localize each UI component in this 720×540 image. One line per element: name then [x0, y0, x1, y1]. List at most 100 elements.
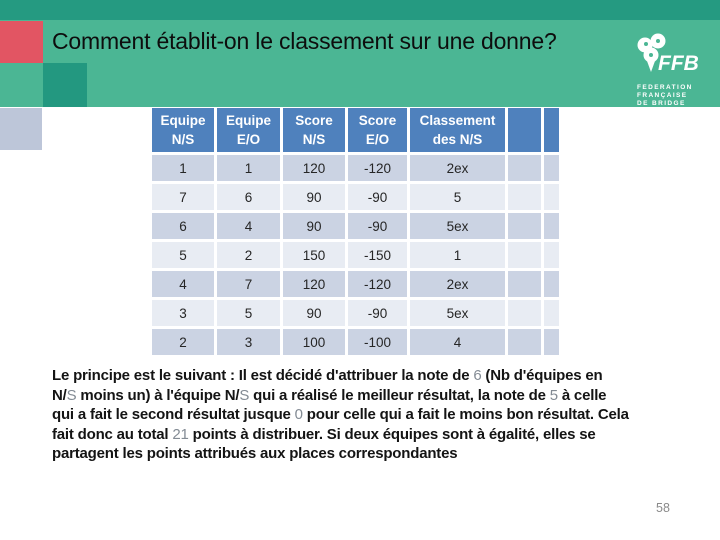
- title-band: Comment établit-on le classement sur une…: [0, 20, 720, 107]
- table-cell: 90: [283, 300, 345, 326]
- table-cell: 4: [217, 213, 280, 239]
- paragraph-segment: 0: [294, 406, 303, 423]
- ffb-logo-subtext: FEDERATION FRANÇAISE DE BRIDGE: [630, 84, 704, 108]
- table-cell: 3: [217, 329, 280, 355]
- table-cell: 4: [152, 271, 214, 297]
- score-table-body: 1 1 120 -120 2ex 7 6 90 -90 5 6 4 90 -90 5ex 5 2 150 -150 1…: [152, 155, 559, 355]
- table-cell: 1: [217, 155, 280, 181]
- paragraph-segment: à celle: [557, 386, 607, 404]
- paragraph-segment: moins un) à l'équipe N/: [76, 386, 240, 404]
- column-header: Score E/O: [348, 108, 407, 152]
- ffb-logo: FFB FEDERATION FRANÇAISE DE BRIDGE: [630, 32, 704, 108]
- table-row: 3 5 90 -90 5ex: [152, 300, 559, 326]
- table-cell: 5: [217, 300, 280, 326]
- table-row: 4 7 120 -120 2ex: [152, 271, 559, 297]
- ffb-subline: DE BRIDGE: [637, 100, 686, 107]
- table-cell: 5: [410, 184, 505, 210]
- table-cell: 7: [152, 184, 214, 210]
- table-cell: 6: [217, 184, 280, 210]
- table-cell: 120: [283, 271, 345, 297]
- table-cell: 3: [152, 300, 214, 326]
- top-bar: [0, 0, 720, 20]
- table-cell: [508, 213, 541, 239]
- table-cell: 5ex: [410, 213, 505, 239]
- paragraph-segment: S: [66, 386, 77, 404]
- paragraph-segment: (Nb d'équipes en: [481, 367, 603, 384]
- paragraph-segment: S: [239, 386, 250, 404]
- table-cell: 90: [283, 213, 345, 239]
- table-cell: [544, 184, 559, 210]
- table-cell: 2: [152, 329, 214, 355]
- table-cell: [544, 155, 559, 181]
- table-cell: 120: [283, 155, 345, 181]
- table-row: 1 1 120 -120 2ex: [152, 155, 559, 181]
- table-header-row: Equipe N/S Equipe E/O Score N/S Score E/O Classe…: [152, 108, 559, 152]
- table-cell: 100: [283, 329, 345, 355]
- table-cell: [544, 271, 559, 297]
- table-cell: [508, 242, 541, 268]
- paragraph-segment: points à distribuer. Si deux équipes son…: [188, 425, 596, 443]
- decor-dark-green-square: [43, 63, 87, 107]
- column-header: [508, 108, 541, 152]
- table-cell: 90: [283, 184, 345, 210]
- table-cell: [508, 300, 541, 326]
- paragraph-segment: pour celle qui a fait le moins bon résul…: [302, 406, 629, 423]
- decor-red-square: [0, 21, 43, 63]
- column-header: [544, 108, 559, 152]
- table-cell: [508, 271, 541, 297]
- column-header: Equipe E/O: [217, 108, 280, 152]
- table-cell: -100: [348, 329, 407, 355]
- table-cell: [508, 184, 541, 210]
- table-row: 7 6 90 -90 5: [152, 184, 559, 210]
- paragraph-segment: fait donc au total: [52, 425, 173, 443]
- column-header: Equipe N/S: [152, 108, 214, 152]
- table-cell: 6: [152, 213, 214, 239]
- table-cell: 7: [217, 271, 280, 297]
- table-cell: 1: [152, 155, 214, 181]
- paragraph-segment: 6: [473, 367, 482, 384]
- table-cell: -90: [348, 213, 407, 239]
- table-cell: [544, 300, 559, 326]
- ffb-logo-wordmark: FFB: [658, 52, 699, 75]
- paragraph-segment: qui a fait le second résultat jusque: [52, 406, 295, 423]
- ffb-subline: FEDERATION: [637, 84, 693, 91]
- table-cell: 2ex: [410, 271, 505, 297]
- score-table-header: Equipe N/S Equipe E/O Score N/S Score E/O Classe…: [152, 108, 559, 152]
- paragraph-segment: qui a réalisé le meilleur résultat, la n…: [249, 386, 550, 404]
- table-cell: 1: [410, 242, 505, 268]
- score-table: Equipe N/S Equipe E/O Score N/S Score E/O Classe…: [149, 105, 562, 358]
- paragraph-segment: 21: [172, 425, 189, 443]
- table-cell: -120: [348, 271, 407, 297]
- table-cell: 5: [152, 242, 214, 268]
- table-cell: 2ex: [410, 155, 505, 181]
- table-cell: 2: [217, 242, 280, 268]
- table-cell: [508, 329, 541, 355]
- table-cell: [508, 155, 541, 181]
- table-cell: 150: [283, 242, 345, 268]
- table-cell: -90: [348, 300, 407, 326]
- explanation-paragraph: Le principe est le suivant : Il est déci…: [52, 366, 674, 464]
- table-cell: [544, 329, 559, 355]
- paragraph-segment: 5: [549, 386, 558, 404]
- paragraph-segment: N/: [52, 386, 67, 404]
- paragraph-segment: partagent les points attribués aux place…: [52, 445, 458, 462]
- table-cell: -90: [348, 184, 407, 210]
- paragraph-segment: Le principe est le suivant : Il est déci…: [52, 367, 474, 384]
- table-row: 6 4 90 -90 5ex: [152, 213, 559, 239]
- table-cell: 4: [410, 329, 505, 355]
- page-title: Comment établit-on le classement sur une…: [52, 28, 557, 54]
- table-row: 5 2 150 -150 1: [152, 242, 559, 268]
- table-cell: 5ex: [410, 300, 505, 326]
- decor-gray-square: [0, 108, 42, 150]
- table-cell: [544, 213, 559, 239]
- table-row: 2 3 100 -100 4: [152, 329, 559, 355]
- column-header: Score N/S: [283, 108, 345, 152]
- ffb-logo-icon: FFB: [637, 33, 699, 75]
- column-header: Classement des N/S: [410, 108, 505, 152]
- table-cell: -120: [348, 155, 407, 181]
- page-number: 58: [656, 501, 670, 515]
- table-cell: [544, 242, 559, 268]
- ffb-subline: FRANÇAISE: [637, 92, 688, 99]
- table-cell: -150: [348, 242, 407, 268]
